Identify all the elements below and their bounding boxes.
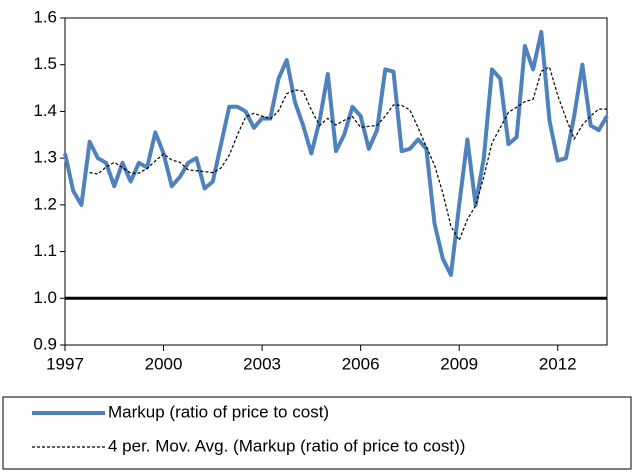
x-tick-label: 2000 bbox=[145, 354, 183, 373]
x-tick-label: 2006 bbox=[342, 354, 380, 373]
y-tick-label: 0.9 bbox=[33, 334, 57, 353]
series-line bbox=[63, 30, 609, 277]
x-tick-label: 2009 bbox=[440, 354, 478, 373]
legend-label: Markup (ratio of price to cost) bbox=[108, 402, 329, 421]
y-tick-label: 1.4 bbox=[33, 101, 57, 120]
legend-label: 4 per. Mov. Avg. (Markup (ratio of price… bbox=[108, 436, 465, 455]
y-tick-label: 1.0 bbox=[33, 288, 57, 307]
series-line bbox=[89, 66, 607, 242]
y-tick-label: 1.6 bbox=[33, 7, 57, 26]
x-tick-label: 2003 bbox=[243, 354, 281, 373]
y-tick-label: 1.1 bbox=[33, 241, 57, 260]
y-tick-label: 1.2 bbox=[33, 194, 57, 213]
y-tick-label: 1.3 bbox=[33, 148, 57, 167]
x-tick-label: 1997 bbox=[46, 354, 84, 373]
legend-box bbox=[2, 396, 632, 470]
y-tick-label: 1.5 bbox=[33, 54, 57, 73]
x-tick-label: 2012 bbox=[539, 354, 577, 373]
plot-frame bbox=[64, 17, 608, 346]
